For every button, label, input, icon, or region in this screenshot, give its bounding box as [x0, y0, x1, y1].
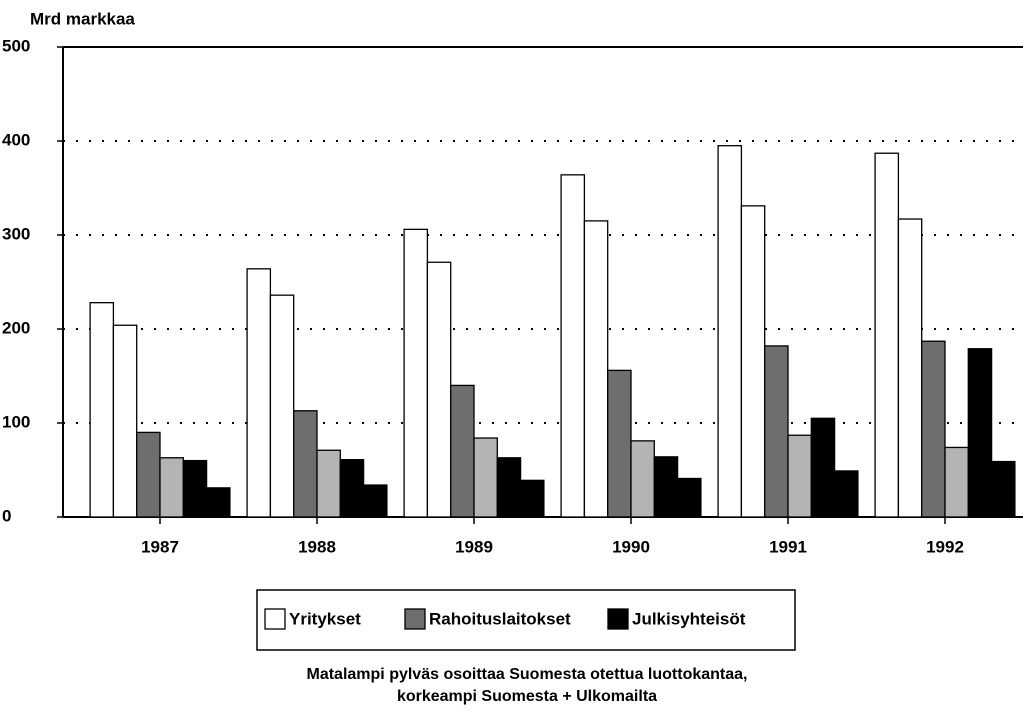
bar [112, 324, 138, 518]
bar [403, 228, 429, 518]
legend-label: Julkisyhteisöt [632, 609, 746, 628]
bar [764, 345, 789, 518]
bar [560, 174, 586, 518]
y-axis-label: Mrd markkaa [30, 9, 135, 28]
y-tick-label: 500 [2, 36, 30, 55]
bar [159, 457, 184, 518]
bar [874, 152, 900, 518]
bar [676, 477, 702, 518]
bar [990, 460, 1016, 518]
legend-label: Yritykset [289, 609, 361, 628]
x-tick-label: 1991 [769, 537, 807, 556]
bar [944, 446, 969, 518]
bar [362, 484, 388, 518]
bar [246, 268, 272, 518]
y-tick-label: 200 [2, 318, 30, 337]
bar [269, 294, 295, 518]
x-tick-label: 1990 [612, 537, 650, 556]
bar [316, 449, 341, 518]
bar [519, 479, 545, 518]
bar [787, 434, 812, 518]
bar [921, 340, 946, 518]
legend-swatch [404, 608, 426, 630]
bar [205, 487, 231, 518]
bar [717, 145, 743, 518]
bar [897, 218, 923, 518]
legend-swatch [264, 608, 286, 630]
legend-box [256, 589, 796, 651]
bar [583, 220, 609, 518]
x-tick-label: 1987 [141, 537, 179, 556]
bar [339, 459, 365, 518]
bar [740, 205, 766, 518]
note: korkeampi Suomesta + Ulkomailta [397, 688, 657, 705]
bar [607, 369, 632, 518]
y-tick-label: 0 [2, 506, 11, 525]
bar [653, 456, 679, 518]
legend-label: Rahoituslaitokset [429, 609, 571, 628]
bar [810, 417, 836, 518]
bar [967, 348, 993, 518]
bar [630, 440, 655, 518]
x-tick-label: 1989 [455, 537, 493, 556]
y-tick-label: 300 [2, 224, 30, 243]
bar [426, 261, 452, 518]
y-tick-label: 100 [2, 412, 30, 431]
bar [473, 437, 498, 518]
bar [833, 470, 859, 518]
legend-swatch [607, 608, 629, 630]
bar [182, 459, 208, 518]
y-tick-label: 400 [2, 130, 30, 149]
bar [450, 384, 475, 518]
bar [496, 457, 522, 518]
x-tick-label: 1988 [298, 537, 336, 556]
x-tick-label: 1992 [926, 537, 964, 556]
bar [89, 302, 115, 518]
bar [136, 431, 161, 518]
bar [293, 410, 318, 518]
note: Matalampi pylväs osoittaa Suomesta otett… [307, 666, 748, 683]
